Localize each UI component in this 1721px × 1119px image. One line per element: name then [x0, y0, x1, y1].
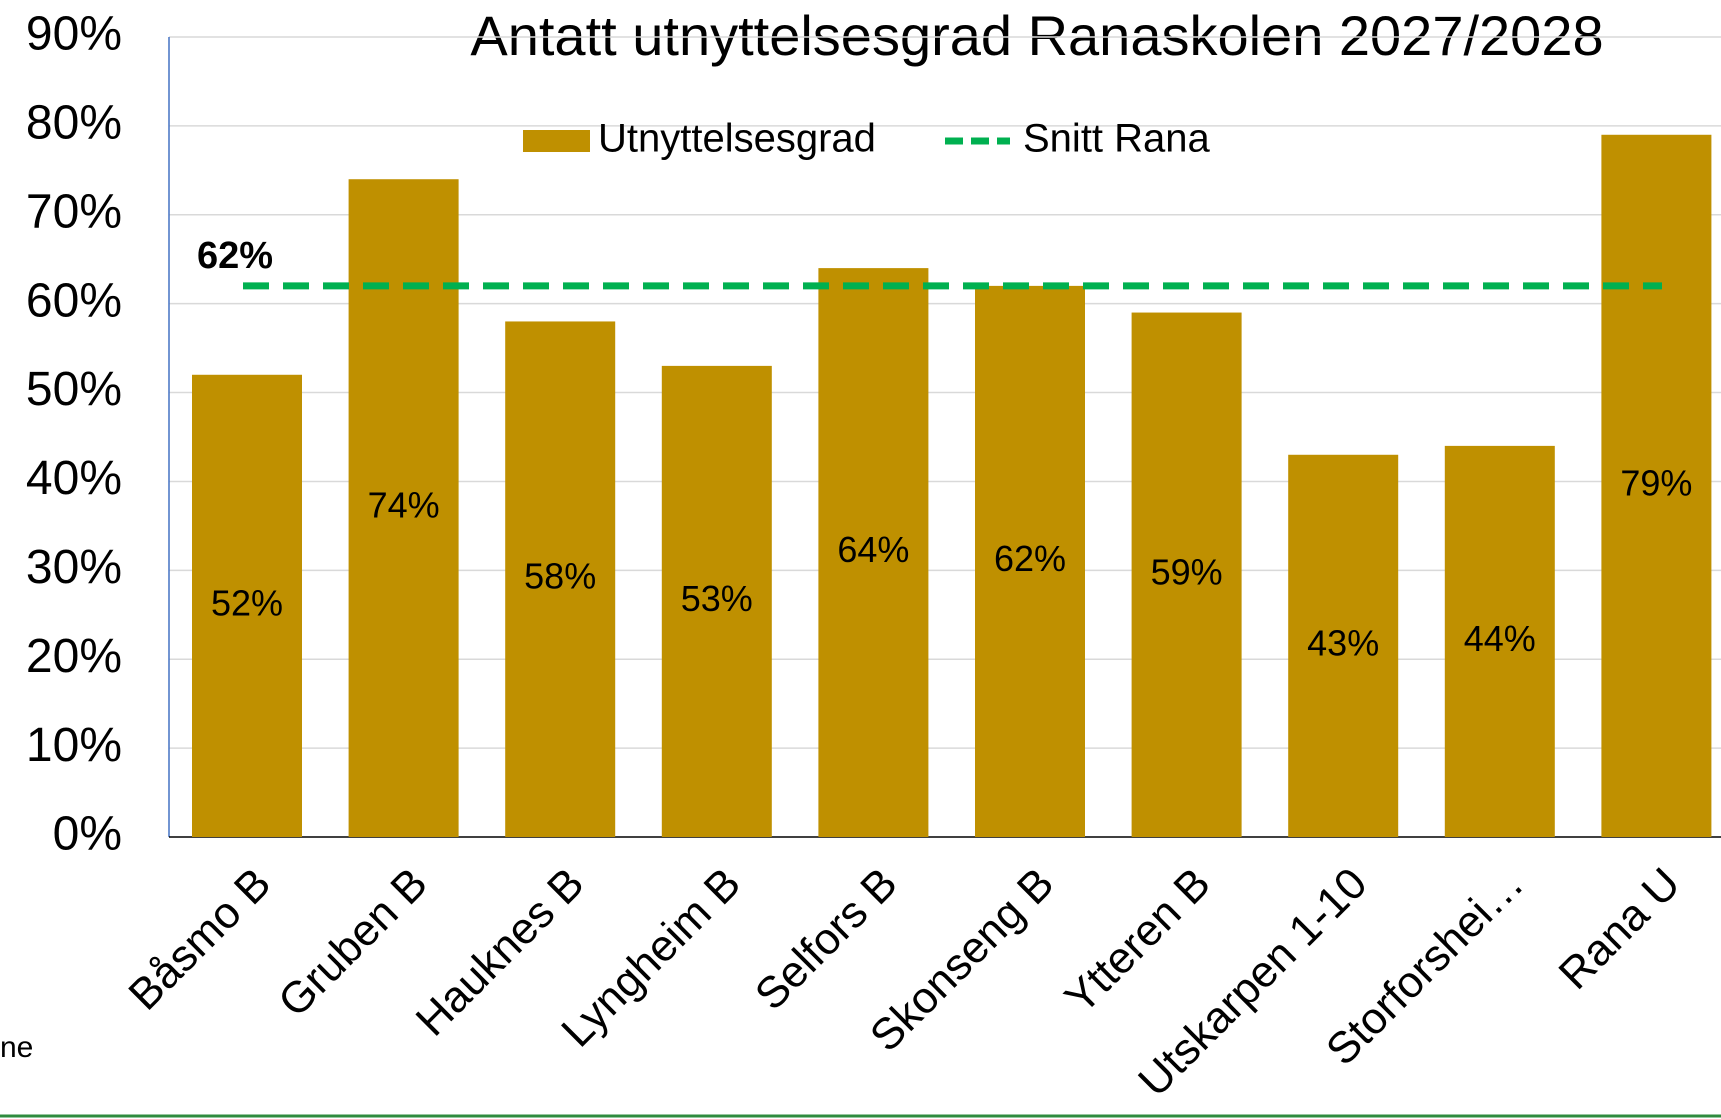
bar: [1601, 134, 1712, 837]
data-label: 64%: [837, 529, 909, 570]
chart-title: Antatt utnyttelsesgrad Ranaskolen 2027/2…: [470, 4, 1603, 67]
bar: [505, 321, 616, 837]
data-label: 79%: [1620, 462, 1692, 503]
bar: [1444, 445, 1555, 837]
x-tick-label: Ytteren B: [1056, 859, 1220, 1023]
bar: [975, 285, 1085, 837]
y-tick-label: 50%: [26, 363, 122, 416]
x-tick-label: Rana U: [1550, 859, 1690, 999]
bar: [192, 374, 302, 837]
data-label: 58%: [524, 556, 596, 597]
data-label: 59%: [1151, 551, 1223, 592]
data-label: 74%: [368, 485, 440, 526]
reference-label: 62%: [197, 235, 273, 277]
y-tick-label: 0%: [53, 808, 122, 861]
legend-swatch: [523, 130, 590, 152]
y-tick-label: 60%: [26, 274, 122, 327]
bar: [818, 268, 929, 838]
y-tick-label: 10%: [26, 719, 122, 772]
x-tick-label: Selfors B: [746, 859, 907, 1020]
y-tick-label: 70%: [26, 185, 122, 238]
legend-label: Snitt Rana: [1023, 117, 1211, 161]
x-tick-label: Båsmo B: [119, 859, 280, 1020]
y-tick-label: 20%: [26, 630, 122, 683]
data-label: 62%: [994, 538, 1066, 579]
data-label: 43%: [1307, 622, 1379, 663]
bar: [1288, 454, 1399, 837]
footer-fragment: ne: [0, 1031, 33, 1064]
data-label: 44%: [1464, 618, 1536, 659]
y-tick-label: 80%: [26, 97, 122, 150]
bar: [1131, 312, 1242, 837]
bar: [661, 365, 772, 837]
y-tick-label: 40%: [26, 452, 122, 505]
data-label: 52%: [211, 582, 283, 623]
y-tick-label: 90%: [26, 8, 122, 61]
y-tick-label: 30%: [26, 541, 122, 594]
data-label: 53%: [681, 578, 753, 619]
x-tick-label: Gruben B: [269, 859, 437, 1027]
legend-label: Utnyttelsesgrad: [598, 117, 876, 161]
